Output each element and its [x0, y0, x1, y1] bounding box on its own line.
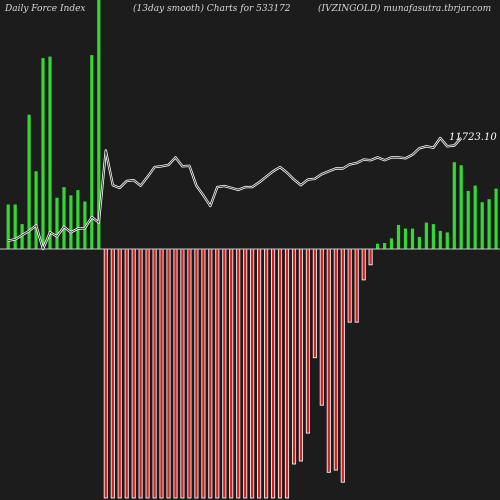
- bar-positive: [27, 114, 31, 249]
- bar-positive: [41, 58, 45, 249]
- bar-positive: [13, 204, 17, 249]
- bar-positive: [6, 204, 10, 249]
- header-left: Daily Force Index: [4, 4, 86, 14]
- bar-negative: [284, 248, 290, 499]
- price-line-outer: [7, 136, 463, 251]
- bar-positive: [389, 238, 394, 249]
- bar-positive: [424, 222, 428, 249]
- bar-negative: [277, 248, 283, 499]
- bar-positive: [473, 185, 477, 249]
- bar-negative: [291, 248, 297, 465]
- bar-negative: [271, 248, 276, 499]
- bar-negative: [145, 248, 150, 499]
- bar-positive: [396, 224, 401, 249]
- bar-negative: [124, 248, 129, 499]
- bar-positive: [459, 165, 463, 249]
- bar-negative: [194, 248, 199, 499]
- bar-negative: [103, 248, 108, 499]
- bar-negative: [187, 248, 192, 499]
- bar-negative: [208, 248, 213, 499]
- bar-negative: [298, 248, 303, 462]
- bar-negative: [243, 248, 248, 499]
- bar-negative: [173, 248, 178, 499]
- bar-positive: [417, 236, 421, 249]
- bar-negative: [138, 248, 143, 499]
- bar-positive: [452, 162, 456, 249]
- bar-negative: [222, 248, 227, 499]
- bar-negative: [257, 248, 262, 499]
- bar-negative: [180, 248, 185, 499]
- bar-negative: [354, 248, 359, 323]
- bar-negative: [326, 248, 331, 473]
- bar-positive: [376, 243, 380, 249]
- bar-negative: [201, 248, 206, 499]
- bar-negative: [361, 248, 366, 281]
- bar-negative: [333, 248, 338, 471]
- bar-positive: [431, 224, 435, 249]
- bar-negative: [166, 248, 171, 499]
- bar-positive: [480, 202, 484, 249]
- bar-positive: [466, 190, 470, 249]
- header-center: (13day smooth) Charts for 533172: [133, 3, 291, 14]
- bar-negative: [340, 248, 345, 483]
- bar-negative: [110, 248, 115, 499]
- bar-positive: [90, 55, 94, 249]
- bar-negative: [215, 248, 220, 499]
- bar-positive: [403, 228, 408, 249]
- bar-positive: [410, 228, 415, 249]
- bar-positive: [34, 171, 38, 249]
- price-line-layer: [7, 136, 463, 251]
- bar-positive: [76, 190, 80, 249]
- bar-negative: [319, 248, 324, 406]
- bar-negative: [368, 248, 373, 266]
- bar-negative: [312, 248, 317, 359]
- bar-negative: [264, 248, 269, 499]
- bar-positive: [55, 197, 59, 249]
- bar-positive: [83, 201, 87, 249]
- bar-positive: [48, 56, 52, 249]
- bar-negative: [159, 248, 164, 499]
- bar-negative: [305, 248, 310, 434]
- bar-positive: [383, 243, 387, 249]
- last-value-label: 11723.10: [449, 132, 497, 143]
- bar-negative: [131, 248, 136, 499]
- price-line-inner: [8, 137, 462, 250]
- bar-negative: [152, 248, 157, 499]
- bar-positive: [438, 230, 442, 249]
- bar-positive: [69, 195, 73, 249]
- bar-positive: [487, 199, 491, 249]
- bar-positive: [62, 187, 66, 249]
- bar-negative: [117, 248, 122, 499]
- bar-positive: [20, 224, 24, 249]
- bar-negative: [347, 248, 352, 323]
- bar-positive: [494, 188, 498, 249]
- bar-positive: [445, 232, 449, 249]
- bar-negative: [250, 248, 255, 499]
- header-right: (IVZINGOLD) munafasutra.tbrjar.com: [318, 3, 491, 14]
- bar-negative: [236, 248, 241, 499]
- bar-positive: [97, 0, 101, 249]
- bar-negative: [229, 248, 234, 499]
